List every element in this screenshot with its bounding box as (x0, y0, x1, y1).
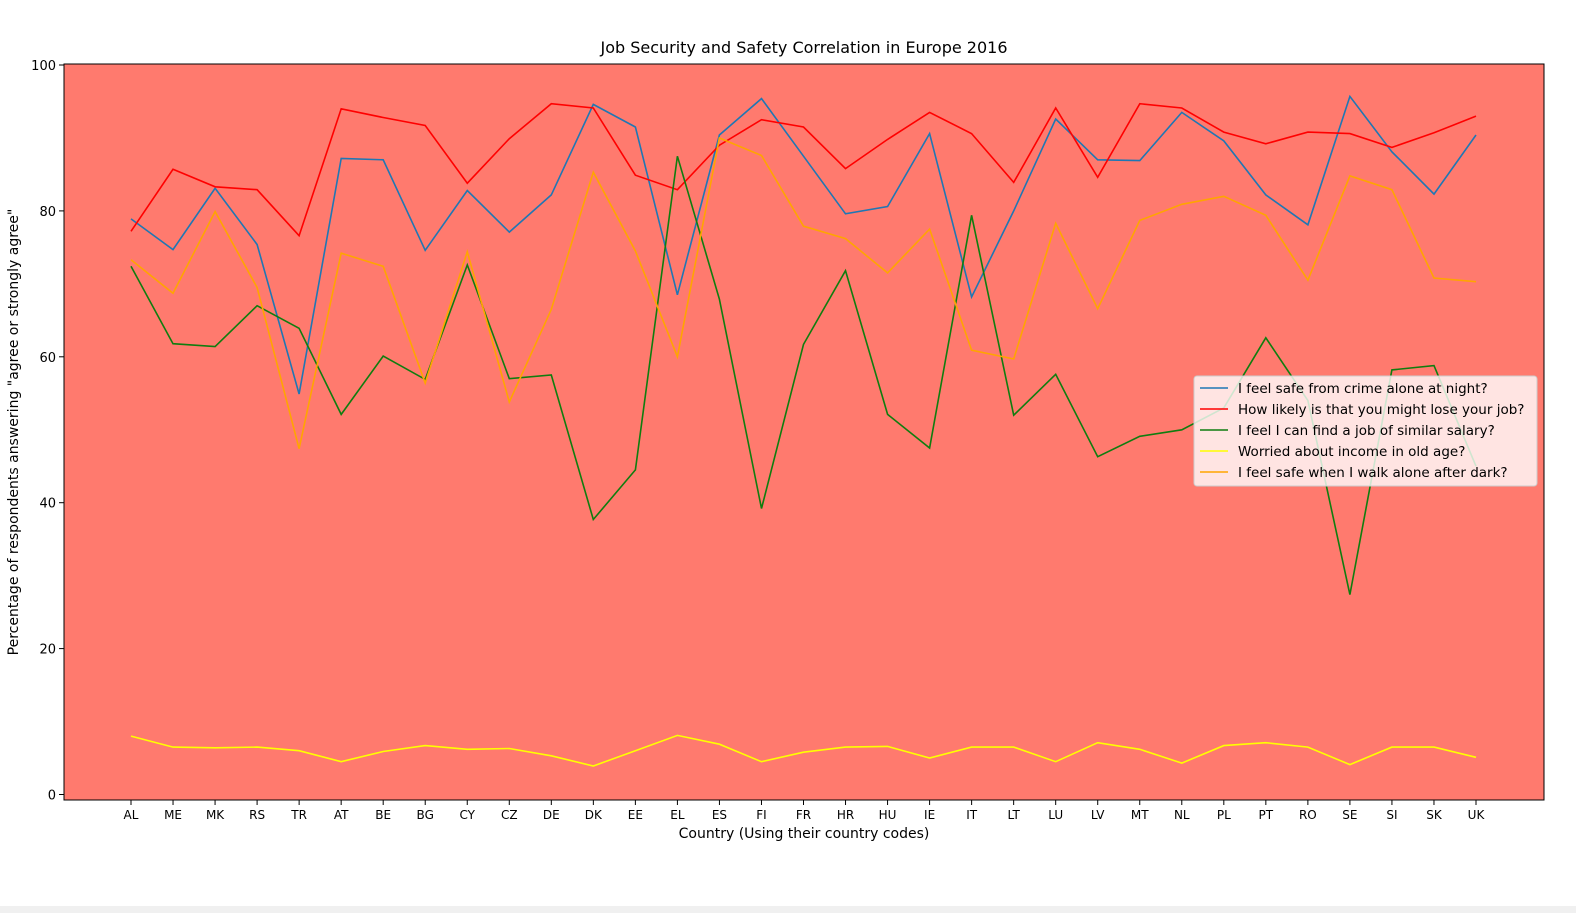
x-axis-label: Country (Using their country codes) (679, 826, 930, 842)
legend-label-5: I feel safe when I walk alone after dark… (1238, 465, 1508, 481)
x-tick-label-pl: PL (1217, 808, 1231, 822)
x-tick-label-at: AT (334, 808, 349, 822)
x-tick-label-nl: NL (1174, 808, 1190, 822)
x-tick-label-ie: IE (924, 808, 935, 822)
x-tick-label-cy: CY (460, 808, 476, 822)
legend-label-1: I feel safe from crime alone at night? (1238, 381, 1488, 397)
y-tick-label: 60 (39, 351, 56, 366)
x-tick-label-lt: LT (1007, 808, 1020, 822)
y-tick-label: 100 (31, 59, 56, 74)
x-tick-label-al: AL (124, 808, 139, 822)
y-tick-label: 80 (39, 205, 56, 220)
series-layer (130, 94, 1477, 767)
y-axis-label: Percentage of respondents answering "agr… (6, 209, 22, 656)
x-tick-label-de: DE (543, 808, 560, 822)
x-tick-label-mt: MT (1131, 808, 1149, 822)
legend: I feel safe from crime alone at night? Ho… (1193, 375, 1538, 487)
x-tick-label-sk: SK (1426, 808, 1443, 822)
y-tick-label: 40 (39, 497, 56, 512)
x-tick-label-bg: BG (417, 808, 434, 822)
x-tick-label-be: BE (375, 808, 391, 822)
x-tick-label-ee: EE (628, 808, 643, 822)
y-tick-label: 20 (39, 643, 56, 658)
window-bottom-edge (0, 906, 1576, 913)
x-tick-label-lu: LU (1048, 808, 1063, 822)
x-tick-label-it: IT (966, 808, 978, 822)
x-tick-label-es: ES (712, 808, 727, 822)
x-axis: AL ME MK RS TR AT BE BG CY CZ DE DK EE EL ES FI FR HR HU IE… (124, 800, 1486, 822)
series-line-3 (130, 155, 1477, 595)
y-axis: 0 20 40 60 80 100 (31, 59, 64, 804)
x-tick-label-hr: HR (837, 808, 854, 822)
x-tick-label-si: SI (1386, 808, 1397, 822)
x-tick-label-mk: MK (206, 808, 225, 822)
x-tick-label-uk: UK (1468, 808, 1486, 822)
x-tick-label-ro: RO (1299, 808, 1317, 822)
x-tick-label-pt: PT (1259, 808, 1274, 822)
x-tick-label-lv: LV (1091, 808, 1105, 822)
y-tick-label: 0 (48, 789, 56, 804)
series-line-5 (130, 136, 1477, 449)
legend-label-4: Worried about income in old age? (1238, 444, 1465, 460)
x-tick-label-se: SE (1342, 808, 1357, 822)
x-tick-label-tr: TR (290, 808, 307, 822)
chart-title: Job Security and Safety Correlation in E… (599, 38, 1007, 57)
x-tick-label-cz: CZ (501, 808, 518, 822)
x-tick-label-dk: DK (585, 808, 603, 822)
x-tick-label-me: ME (164, 808, 182, 822)
series-line-2 (130, 102, 1477, 238)
x-tick-label-fr: FR (796, 808, 811, 822)
x-tick-label-fi: FI (756, 808, 766, 822)
series-line-1 (130, 94, 1477, 395)
legend-label-3: I feel I can find a job of similar salar… (1238, 423, 1495, 439)
legend-label-2: How likely is that you might lose your j… (1238, 402, 1524, 418)
x-tick-label-hu: HU (879, 808, 897, 822)
legend-box (1193, 375, 1538, 487)
series-line-4 (130, 734, 1477, 767)
x-tick-label-el: EL (670, 808, 685, 822)
x-tick-label-rs: RS (249, 808, 265, 822)
